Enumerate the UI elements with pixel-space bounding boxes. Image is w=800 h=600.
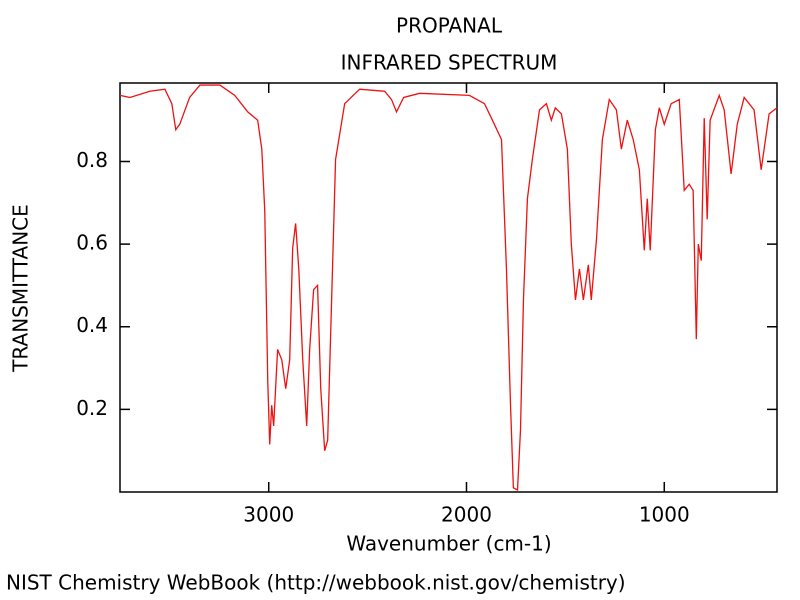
plot-frame (119, 82, 778, 493)
source-note: NIST Chemistry WebBook (http://webbook.n… (6, 571, 626, 595)
y-tick-label: 0.2 (76, 396, 108, 420)
spectrum-line (119, 84, 778, 491)
y-axis-label: TRANSMITTANCE (9, 204, 33, 373)
chart-title: PROPANAL (396, 14, 503, 38)
x-tick-label: 1000 (639, 503, 690, 527)
x-axis-label: Wavenumber (cm-1) (346, 532, 551, 556)
x-tick-label: 3000 (243, 503, 294, 527)
y-tick-label: 0.8 (76, 148, 108, 172)
y-tick-label: 0.4 (76, 313, 108, 337)
chart-subtitle: INFRARED SPECTRUM (341, 51, 558, 75)
x-tick-label: 2000 (441, 503, 492, 527)
y-tick-label: 0.6 (76, 231, 108, 255)
